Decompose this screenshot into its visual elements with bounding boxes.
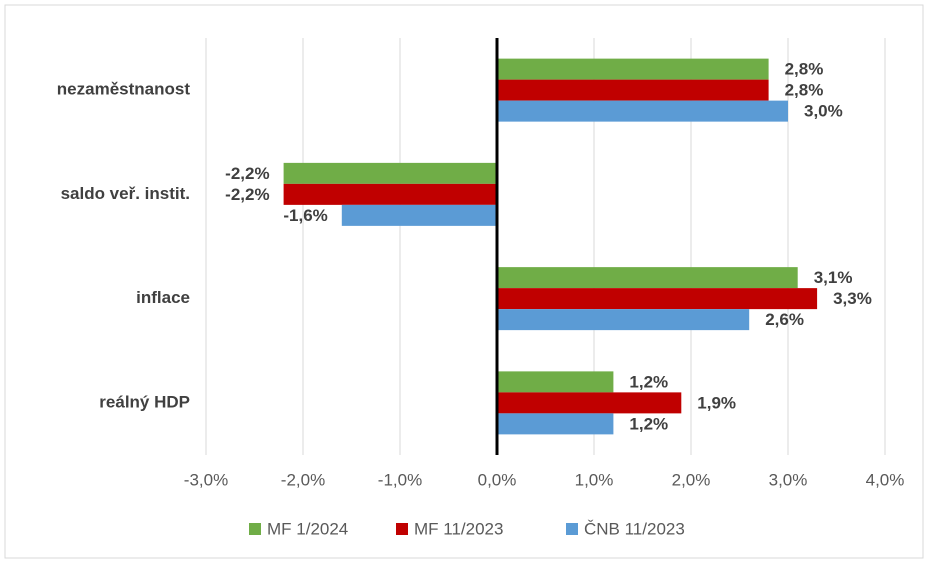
legend-swatch: [249, 523, 261, 535]
value-label: 2,8%: [785, 60, 824, 79]
value-label: 3,0%: [804, 102, 843, 121]
x-tick-label: 4,0%: [866, 470, 905, 489]
value-label: 2,6%: [765, 310, 804, 329]
value-label: 3,1%: [814, 268, 853, 287]
value-label: -1,6%: [283, 206, 327, 225]
x-tick-label: 1,0%: [575, 470, 614, 489]
bar: [341, 204, 497, 226]
category-label: saldo veř. instit.: [61, 184, 190, 203]
chart-border: [4, 4, 924, 559]
bar: [283, 162, 497, 184]
x-tick-label: 3,0%: [769, 470, 808, 489]
bar: [283, 183, 497, 205]
x-tick-label: -1,0%: [378, 470, 422, 489]
bar: [497, 392, 682, 414]
legend-label: ČNB 11/2023: [584, 519, 685, 538]
x-tick-label: -3,0%: [184, 470, 228, 489]
x-tick-label: -2,0%: [281, 470, 325, 489]
bar: [497, 371, 614, 393]
x-tick-label: 2,0%: [672, 470, 711, 489]
bar: [497, 413, 614, 435]
category-label: inflace: [136, 288, 190, 307]
bar: [497, 309, 750, 331]
legend-label: MF 11/2023: [414, 519, 503, 538]
bar: [497, 79, 769, 101]
legend-swatch: [396, 523, 408, 535]
value-label: 1,2%: [629, 372, 668, 391]
bar: [497, 100, 788, 122]
category-label: reálný HDP: [99, 392, 190, 411]
value-label: 3,3%: [833, 289, 872, 308]
bar: [497, 58, 769, 80]
bar: [497, 288, 818, 310]
category-label: nezaměstnanost: [57, 80, 191, 99]
value-label: 1,9%: [697, 393, 736, 412]
legend-swatch: [566, 523, 578, 535]
bar: [497, 267, 798, 289]
value-label: 1,2%: [629, 414, 668, 433]
value-label: 2,8%: [785, 81, 824, 100]
legend-label: MF 1/2024: [267, 519, 348, 538]
x-tick-label: 0,0%: [478, 470, 517, 489]
value-label: -2,2%: [225, 185, 269, 204]
value-label: -2,2%: [225, 164, 269, 183]
